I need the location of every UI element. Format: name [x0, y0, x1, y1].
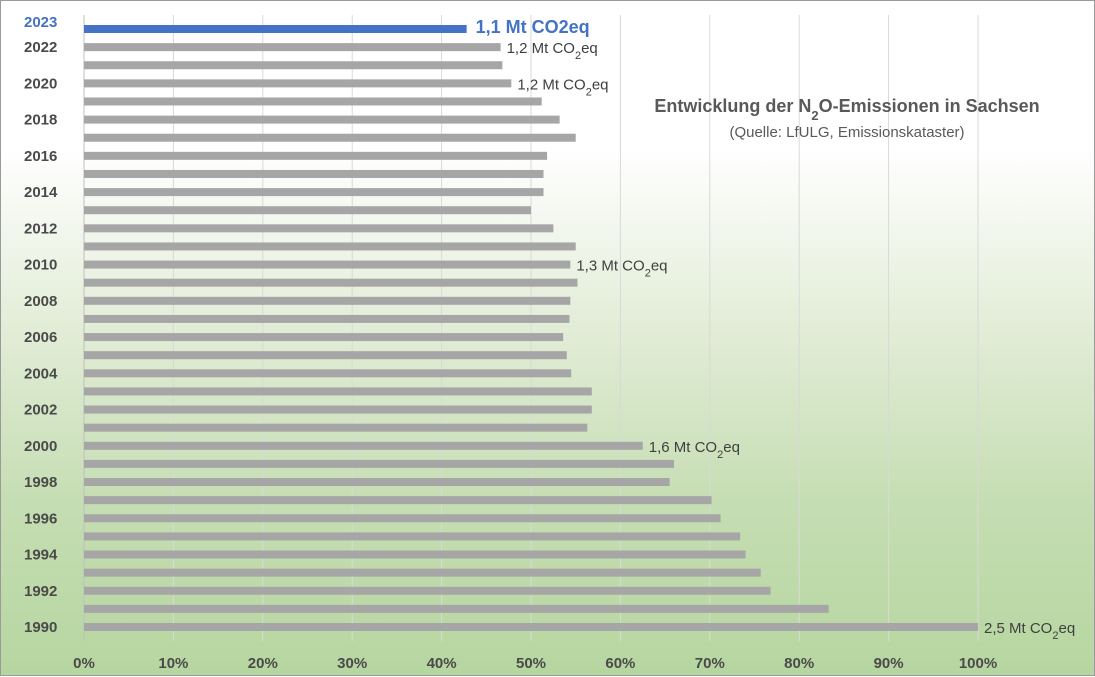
bar-2014 [84, 188, 544, 197]
bar-1997 [84, 496, 712, 505]
x-tick-label: 70% [695, 655, 725, 672]
x-tick-label: 80% [784, 655, 814, 672]
y-label-2018: 2018 [24, 112, 57, 129]
bar-2015 [84, 169, 544, 178]
y-label-2006: 2006 [24, 329, 57, 346]
bar-2001 [84, 423, 588, 432]
bar-1990 [84, 623, 978, 631]
bar-1994 [84, 550, 746, 559]
y-label-1994: 1994 [24, 547, 58, 564]
bar-1998 [84, 478, 670, 487]
bar-2013 [84, 206, 531, 215]
bar-2018 [84, 115, 560, 124]
bar-2005 [84, 351, 567, 360]
data-label-1990: 2,5 Mt CO2eq [984, 620, 1075, 642]
y-label-1990: 1990 [24, 619, 57, 636]
bar-2019 [84, 97, 542, 106]
y-label-2008: 2008 [24, 293, 57, 310]
y-label-2004: 2004 [24, 365, 58, 382]
data-label-2023: 1,1 Mt CO2eq [476, 17, 590, 37]
bar-1995 [84, 532, 741, 541]
bars [84, 25, 978, 631]
y-axis-labels: 1990 1992 1994 1996 1998 2000 2002 2004 2006 2008… [24, 14, 58, 636]
y-label-2023: 2023 [24, 14, 57, 31]
x-tick-label: 40% [427, 655, 457, 672]
y-label-2022: 2022 [24, 39, 57, 56]
chart-subtitle: (Quelle: LfULG, Emissionskataster) [729, 124, 964, 141]
bar-2000 [84, 441, 643, 450]
y-label-2020: 2020 [24, 75, 57, 92]
chart-title: Entwicklung der N2O-Emissionen in Sachse… [654, 96, 1039, 123]
x-tick-label: 20% [248, 655, 278, 672]
y-label-2002: 2002 [24, 402, 57, 419]
y-label-1996: 1996 [24, 510, 57, 527]
x-tick-label: 10% [158, 655, 188, 672]
bar-2011 [84, 242, 576, 251]
y-label-2014: 2014 [24, 184, 58, 201]
y-label-2012: 2012 [24, 220, 57, 237]
bar-2003 [84, 387, 592, 396]
x-axis-ticks: 0% 10% 20% 30% 40% 50% 60% 70% 80% 90% 100% [73, 655, 997, 672]
x-tick-label: 60% [605, 655, 635, 672]
bar-2012 [84, 224, 554, 233]
bar-1996 [84, 514, 721, 523]
x-tick-label: 30% [337, 655, 367, 672]
bar-2023 [84, 25, 467, 33]
bar-2004 [84, 369, 572, 378]
bar-2008 [84, 296, 571, 305]
bar-2020 [84, 79, 512, 88]
x-tick-label: 50% [516, 655, 546, 672]
bar-2017 [84, 133, 576, 142]
bar-2009 [84, 278, 578, 287]
data-label-2000: 1,6 Mt CO2eq [649, 439, 740, 461]
y-label-2000: 2000 [24, 438, 57, 455]
bar-2002 [84, 405, 592, 414]
bar-1991 [84, 604, 829, 613]
bar-2022 [84, 43, 501, 52]
bar-2007 [84, 314, 570, 323]
y-label-2010: 2010 [24, 257, 57, 274]
y-label-1992: 1992 [24, 583, 57, 600]
bar-2021 [84, 61, 503, 70]
bar-1992 [84, 586, 771, 595]
x-tick-label: 100% [959, 655, 997, 672]
data-label-2022: 1,2 Mt CO2eq [507, 40, 598, 62]
bar-1993 [84, 568, 761, 577]
data-label-2010: 1,3 Mt CO2eq [576, 258, 667, 280]
bar-1999 [84, 459, 675, 468]
y-label-1998: 1998 [24, 474, 57, 491]
bar-2010 [84, 260, 571, 269]
bar-2006 [84, 333, 564, 342]
x-tick-label: 90% [874, 655, 904, 672]
y-label-2016: 2016 [24, 148, 57, 165]
x-tick-label: 0% [73, 655, 95, 672]
bar-2016 [84, 151, 548, 160]
